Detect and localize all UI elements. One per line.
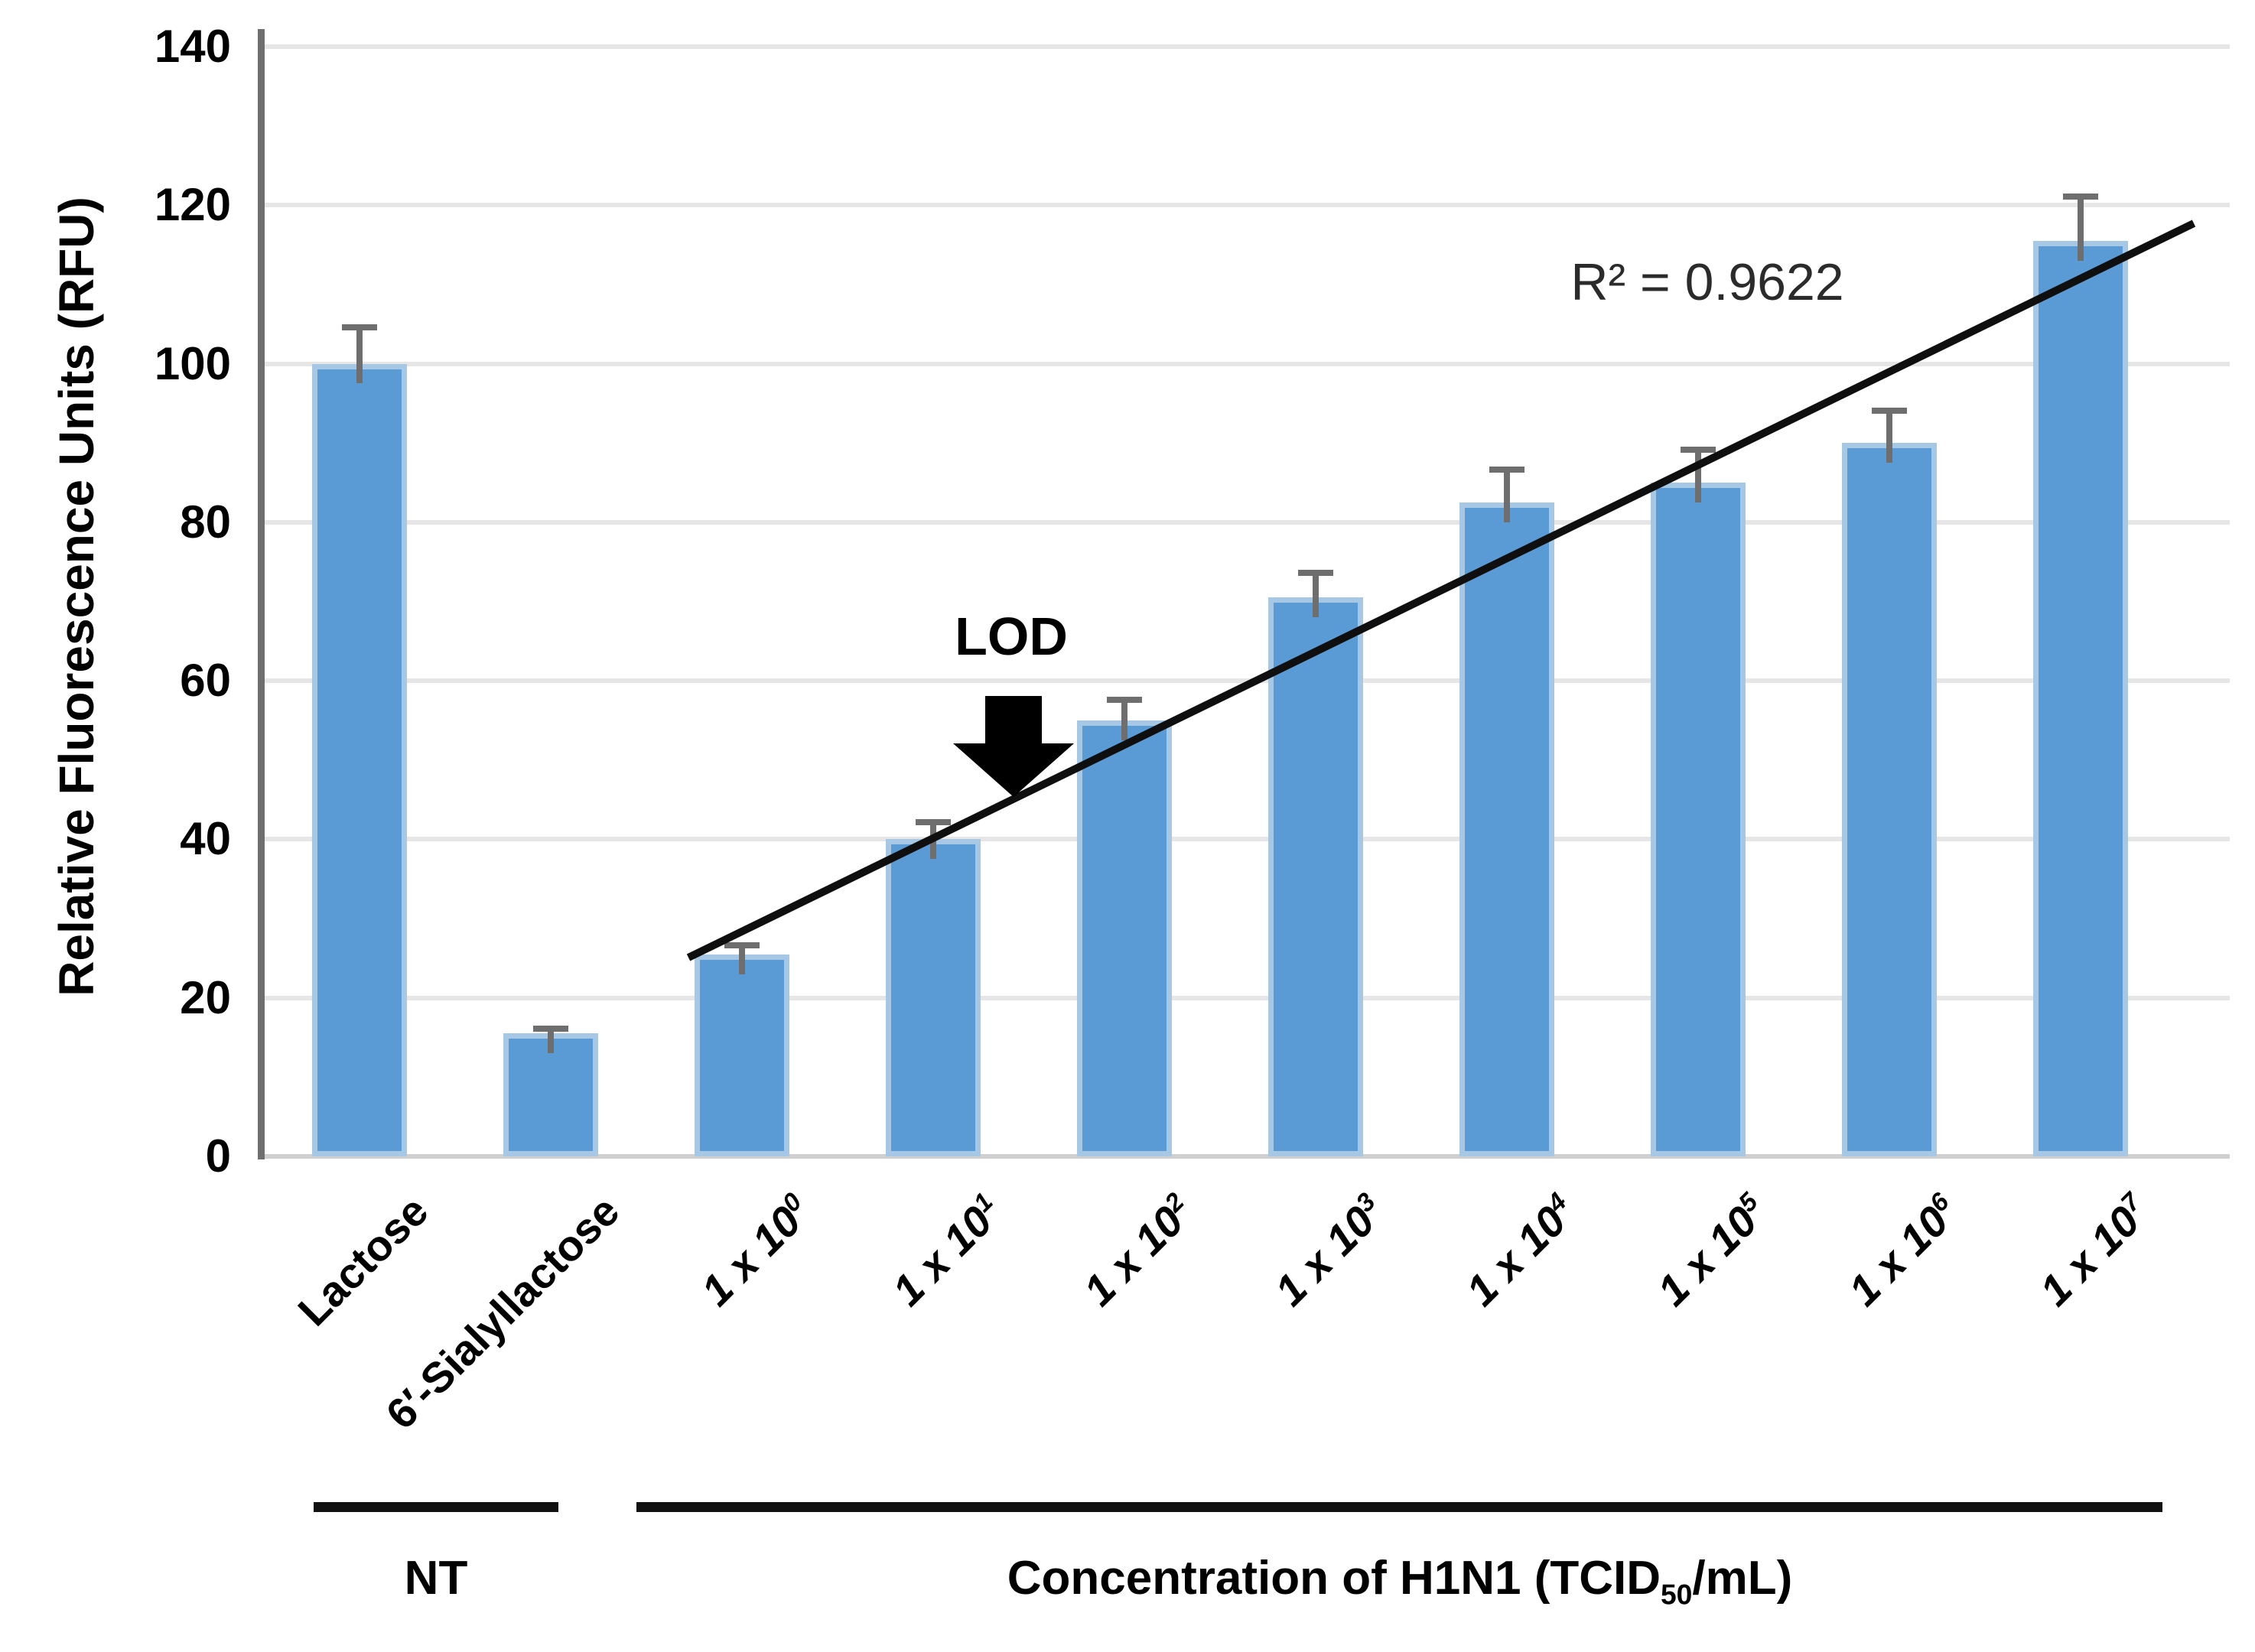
bar — [886, 839, 981, 1156]
concentration-group-line — [636, 1502, 2162, 1512]
y-tick-label: 120 — [154, 179, 231, 231]
error-bar — [1886, 407, 1892, 463]
y-axis-line — [258, 29, 265, 1159]
error-bar — [2078, 193, 2084, 261]
gridline — [264, 519, 2230, 525]
nt-group-line — [314, 1502, 558, 1512]
gridline — [264, 995, 2230, 1000]
y-tick-label: 20 — [180, 971, 231, 1023]
error-bar — [1504, 467, 1510, 522]
error-bar-cap — [1872, 407, 1907, 414]
error-bar — [356, 324, 363, 384]
bar — [312, 363, 407, 1156]
trend-line — [686, 220, 2196, 961]
x-baseline — [264, 1154, 2230, 1159]
x-tick-anchor: 1 x 106 — [1801, 1187, 1957, 1315]
gridline — [264, 361, 2230, 366]
y-tick-label: 0 — [205, 1130, 231, 1182]
x-tick-anchor: 6′-Sialyllactose — [287, 1186, 629, 1438]
gridline — [264, 203, 2230, 208]
error-bar — [1121, 696, 1128, 740]
gridline — [264, 837, 2230, 842]
y-tick-label: 60 — [180, 655, 231, 707]
bar — [1842, 443, 1937, 1156]
r-squared-label: R² = 0.9622 — [1570, 253, 1844, 311]
bar — [2033, 240, 2128, 1156]
error-bar-cap — [916, 819, 951, 826]
lod-label: LOD — [955, 606, 1068, 666]
bar — [1651, 482, 1746, 1156]
error-bar — [1313, 569, 1319, 618]
x-tick-anchor: 1 x 103 — [1227, 1187, 1384, 1315]
y-tick-label: 40 — [180, 813, 231, 865]
error-bar-cap — [2063, 193, 2098, 200]
x-tick-anchor: 1 x 100 — [653, 1187, 810, 1315]
y-tick-label: 80 — [180, 496, 231, 548]
y-axis-title: Relative Fluorescence Units (RFU) — [49, 197, 104, 997]
error-bar-cap — [1681, 447, 1716, 454]
error-bar — [548, 1025, 554, 1054]
error-bar-cap — [533, 1025, 568, 1032]
gridline — [264, 678, 2230, 684]
x-tick-anchor: 1 x 104 — [1418, 1187, 1575, 1315]
x-tick-anchor: 1 x 105 — [1609, 1187, 1766, 1315]
error-bar — [739, 942, 745, 974]
error-bar-cap — [1489, 467, 1524, 473]
error-bar-cap — [1298, 569, 1333, 576]
x-axis-group-label: Concentration of H1N1 (TCID50/mL) — [1007, 1552, 1793, 1611]
nt-group-label: NT — [404, 1552, 468, 1605]
bar — [1268, 597, 1363, 1156]
error-bar-cap — [724, 942, 760, 949]
x-tick-anchor: 1 x 102 — [1036, 1187, 1193, 1315]
x-tick-anchor: 1 x 107 — [1992, 1187, 2149, 1315]
lod-arrow-icon — [953, 696, 1074, 797]
y-tick-label: 140 — [154, 20, 231, 72]
bar — [503, 1033, 598, 1156]
error-bar-cap — [1107, 696, 1142, 703]
x-tick-anchor: 1 x 101 — [844, 1187, 1001, 1315]
y-tick-label: 100 — [154, 337, 231, 389]
gridline — [264, 44, 2230, 49]
bar — [1077, 720, 1172, 1156]
error-bar — [1695, 447, 1701, 502]
error-bar-cap — [342, 324, 377, 330]
